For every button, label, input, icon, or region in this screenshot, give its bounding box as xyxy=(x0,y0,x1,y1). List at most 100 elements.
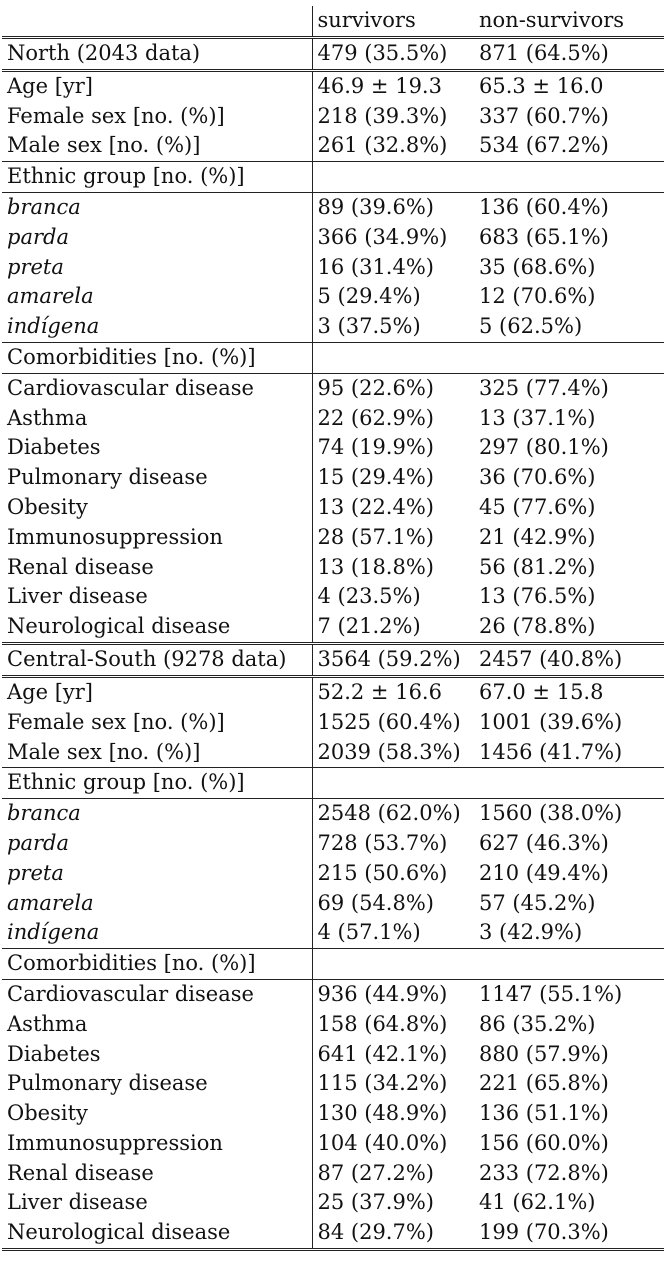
table-row: Diabetes 74 (19.9%) 297 (80.1%) xyxy=(2,433,664,464)
region-row: Central-South (9278 data) 3564 (59.2%) 245… xyxy=(2,641,664,678)
non-survivors-value: 35 (68.6%) xyxy=(479,254,596,279)
ethnic-label: parda xyxy=(2,828,313,859)
ethnic-label: branca xyxy=(2,798,313,829)
survivors-value: 641 (42.1%) xyxy=(317,1041,448,1066)
survivors-value: 2039 (58.3%) xyxy=(317,739,461,764)
survivors-value: 95 (22.6%) xyxy=(317,375,435,400)
non-survivors-value: 67.0 ± 15.8 xyxy=(479,679,604,704)
empty-cell xyxy=(312,161,474,193)
row-label: Male sex [no. (%)] xyxy=(2,737,313,768)
survivors-value: 261 (32.8%) xyxy=(317,133,448,158)
comorbidity-label: Obesity xyxy=(2,492,313,523)
survivors-value: 936 (44.9%) xyxy=(317,981,448,1006)
non-survivors-value: 12 (70.6%) xyxy=(479,284,596,309)
table-row: Diabetes 641 (42.1%) 880 (57.9%) xyxy=(2,1039,664,1070)
table-row: Neurological disease 84 (29.7%) 199 (70.3%… xyxy=(2,1218,664,1252)
table-row: branca 89 (39.6%) 136 (60.4%) xyxy=(2,192,664,223)
group-header-row: Comorbidities [no. (%)] xyxy=(2,341,664,374)
table-row: indígena 4 (57.1%) 3 (42.9%) xyxy=(2,918,664,949)
non-survivors-value: 3 (42.9%) xyxy=(479,920,583,945)
survivors-value: 2548 (62.0%) xyxy=(317,801,461,826)
table-row: indígena 3 (37.5%) 5 (62.5%) xyxy=(2,312,664,343)
ethnic-label: amarela xyxy=(2,888,313,919)
comorbidity-label: Pulmonary disease xyxy=(2,1069,313,1100)
ethnic-group-title: Ethnic group [no. (%)] xyxy=(2,767,313,800)
comorbidity-label: Renal disease xyxy=(2,1158,313,1189)
group-header-row: Ethnic group [no. (%)] xyxy=(2,767,664,800)
survivors-value: 728 (53.7%) xyxy=(317,830,448,855)
row-label: Male sex [no. (%)] xyxy=(2,131,313,162)
comorbidity-label: Asthma xyxy=(2,403,313,434)
survivors-value: 366 (34.9%) xyxy=(317,224,448,249)
comorbidity-label: Neurological disease xyxy=(2,1218,313,1252)
non-survivors-value: 627 (46.3%) xyxy=(479,830,609,855)
non-survivors-value: 337 (60.7%) xyxy=(479,103,609,128)
table-row: Asthma 158 (64.8%) 86 (35.2%) xyxy=(2,1009,664,1040)
row-label: Female sex [no. (%)] xyxy=(2,707,313,738)
table-row: Asthma 22 (62.9%) 13 (37.1%) xyxy=(2,403,664,434)
comorbidity-label: Liver disease xyxy=(2,582,313,613)
table-row: Female sex [no. (%)] 218 (39.3%) 337 (60.7… xyxy=(2,101,664,132)
survivors-value: 3 (37.5%) xyxy=(317,314,421,339)
comorbidities-title: Comorbidities [no. (%)] xyxy=(2,341,313,374)
survivors-value: 13 (18.8%) xyxy=(317,554,435,579)
table-row: Cardiovascular disease 936 (44.9%) 1147 (5… xyxy=(2,979,664,1010)
group-header-row: Comorbidities [no. (%)] xyxy=(2,948,664,980)
non-survivors-value: 136 (60.4%) xyxy=(479,194,609,219)
comorbidities-title: Comorbidities [no. (%)] xyxy=(2,948,313,980)
row-label: Age [yr] xyxy=(2,70,313,102)
survivors-value: 1525 (60.4%) xyxy=(317,709,461,734)
non-survivors-value: 65.3 ± 16.0 xyxy=(479,73,604,98)
non-survivors-value: 325 (77.4%) xyxy=(479,375,609,400)
table-row: Female sex [no. (%)] 1525 (60.4%) 1001 (39… xyxy=(2,707,664,738)
survivors-value: 16 (31.4%) xyxy=(317,254,435,279)
data-table: survivors non-survivors North (2043 data… xyxy=(2,6,664,1252)
comorbidity-label: Cardiovascular disease xyxy=(2,979,313,1010)
table-row: Renal disease 87 (27.2%) 233 (72.8%) xyxy=(2,1158,664,1189)
non-survivors-value: 233 (72.8%) xyxy=(479,1160,609,1185)
comorbidity-label: Obesity xyxy=(2,1099,313,1129)
ethnic-label: parda xyxy=(2,222,313,253)
survivors-value: 69 (54.8%) xyxy=(317,890,435,915)
survivors-value: 158 (64.8%) xyxy=(317,1011,448,1036)
survivors-value: 115 (34.2%) xyxy=(317,1071,448,1096)
non-survivors-value: 26 (78.8%) xyxy=(479,614,596,639)
non-survivors-value: 1147 (55.1%) xyxy=(479,981,623,1006)
survivors-value: 28 (57.1%) xyxy=(317,524,435,549)
comorbidity-label: Liver disease xyxy=(2,1188,313,1219)
empty-cell xyxy=(474,948,664,980)
non-survivors-value: 199 (70.3%) xyxy=(474,1218,664,1252)
table-row: Obesity 13 (22.4%) 45 (77.6%) xyxy=(2,492,664,523)
ethnic-label: preta xyxy=(2,252,313,283)
survivors-value: 87 (27.2%) xyxy=(317,1160,435,1185)
survivors-value: 7 (21.2%) xyxy=(317,614,421,639)
non-survivors-value: 683 (65.1%) xyxy=(479,224,609,249)
comorbidity-label: Cardiovascular disease xyxy=(2,373,313,404)
table-row: Liver disease 25 (37.9%) 41 (62.1%) xyxy=(2,1188,664,1219)
comorbidity-label: Asthma xyxy=(2,1009,313,1040)
survivors-value: 15 (29.4%) xyxy=(317,465,435,490)
table-row: Obesity 130 (48.9%) 136 (51.1%) xyxy=(2,1099,664,1129)
region-name: Central-South (9278 data) xyxy=(2,641,313,678)
empty-cell xyxy=(312,341,474,374)
survivors-value: 46.9 ± 19.3 xyxy=(317,73,442,98)
region-non-survivors: 871 (64.5%) xyxy=(474,35,664,72)
survivors-value: 218 (39.3%) xyxy=(317,103,448,128)
non-survivors-value: 56 (81.2%) xyxy=(479,554,596,579)
survivors-value: 84 (29.7%) xyxy=(312,1218,474,1252)
table-row: branca 2548 (62.0%) 1560 (38.0%) xyxy=(2,798,664,829)
ethnic-label: branca xyxy=(2,192,313,223)
region-non-survivors: 2457 (40.8%) xyxy=(474,641,664,678)
non-survivors-value: 1560 (38.0%) xyxy=(479,801,623,826)
table-row: Male sex [no. (%)] 261 (32.8%) 534 (67.2%) xyxy=(2,131,664,162)
survivors-value: 104 (40.0%) xyxy=(317,1130,448,1155)
non-survivors-value: 156 (60.0%) xyxy=(479,1130,609,1155)
survivors-value: 130 (48.9%) xyxy=(317,1101,448,1126)
table-row: Immunosuppression 28 (57.1%) 21 (42.9%) xyxy=(2,522,664,553)
ethnic-group-title: Ethnic group [no. (%)] xyxy=(2,161,313,193)
survivors-value: 22 (62.9%) xyxy=(317,405,435,430)
table-body: survivors non-survivors North (2043 data… xyxy=(2,6,664,1252)
non-survivors-value: 57 (45.2%) xyxy=(479,890,596,915)
table-row: Immunosuppression 104 (40.0%) 156 (60.0%) xyxy=(2,1128,664,1159)
table-row: Neurological disease 7 (21.2%) 26 (78.8%) xyxy=(2,612,664,644)
